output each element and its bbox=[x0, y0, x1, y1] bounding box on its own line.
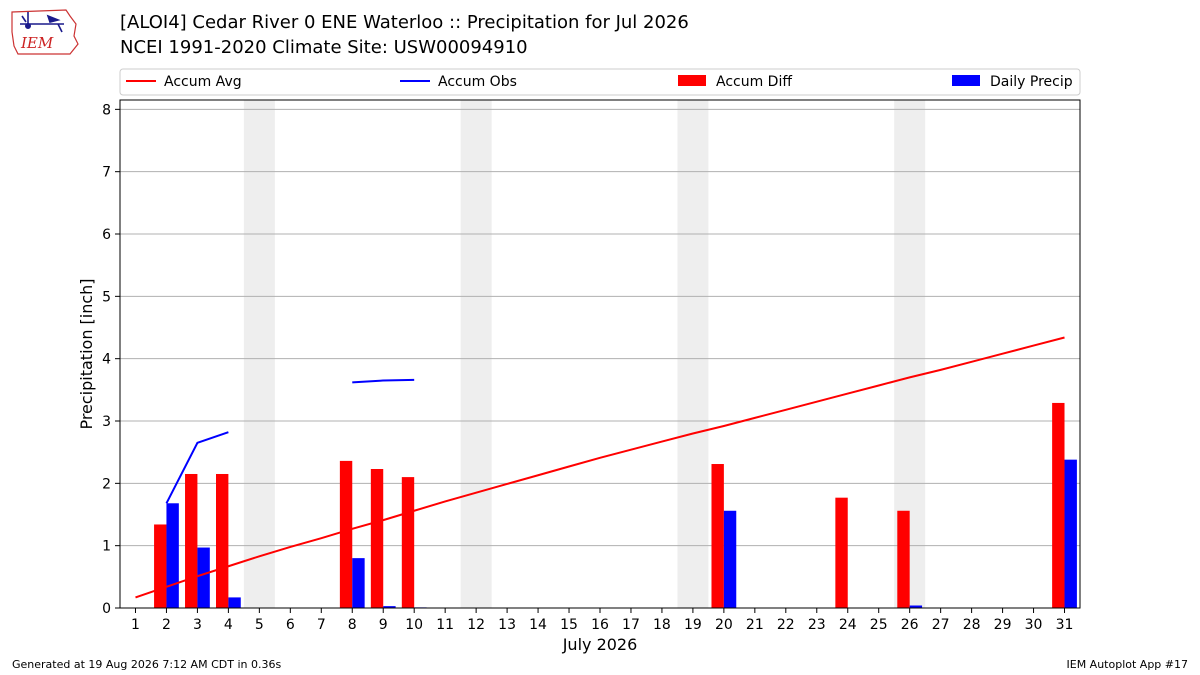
daily-precip-bar bbox=[1064, 459, 1077, 608]
accum-diff-bar bbox=[154, 524, 167, 608]
y-tick-label: 7 bbox=[102, 165, 111, 181]
x-tick-label: 2 bbox=[162, 617, 171, 633]
accum-obs-line bbox=[165, 431, 229, 504]
x-tick-label: 22 bbox=[777, 617, 795, 633]
iem-logo-text: IEM bbox=[20, 34, 54, 52]
accum-diff-bar bbox=[216, 473, 229, 608]
accum-diff-bar bbox=[1052, 402, 1065, 608]
x-tick-label: 29 bbox=[994, 617, 1012, 633]
y-axis-label: Precipitation [inch] bbox=[77, 278, 96, 429]
legend-box bbox=[119, 68, 1081, 96]
x-tick-label: 19 bbox=[684, 617, 702, 633]
y-tick-label: 3 bbox=[102, 414, 111, 430]
x-tick-label: 24 bbox=[839, 617, 857, 633]
weekend-band bbox=[243, 100, 275, 608]
y-tick-label: 5 bbox=[102, 289, 111, 305]
x-tick-label: 8 bbox=[348, 617, 357, 633]
x-tick-label: 28 bbox=[963, 617, 981, 633]
daily-precip-bar bbox=[197, 547, 210, 608]
legend-patch-swatch bbox=[678, 75, 706, 86]
x-tick-label: 21 bbox=[746, 617, 764, 633]
y-tick-label: 8 bbox=[102, 102, 111, 118]
legend-patch-swatch bbox=[952, 75, 980, 86]
accum-diff-bar bbox=[370, 469, 384, 608]
x-tick-label: 16 bbox=[591, 617, 609, 633]
x-tick-label: 18 bbox=[653, 617, 671, 633]
accum-obs-line bbox=[352, 378, 415, 384]
x-tick-label: 3 bbox=[193, 617, 202, 633]
legend-label: Accum Diff bbox=[716, 74, 792, 90]
autoplot-app-label: IEM Autoplot App #17 bbox=[1066, 658, 1189, 671]
accum-diff-bar bbox=[401, 477, 415, 608]
weekend-band bbox=[677, 100, 709, 608]
x-tick-label: 31 bbox=[1056, 617, 1074, 633]
daily-precip-bar bbox=[909, 605, 923, 608]
x-tick-label: 4 bbox=[224, 617, 233, 633]
accum-diff-bar bbox=[339, 460, 353, 608]
y-tick-label: 4 bbox=[102, 352, 111, 368]
generated-timestamp: Generated at 19 Aug 2026 7:12 AM CDT in … bbox=[12, 658, 282, 671]
accum-diff-bar bbox=[711, 464, 724, 608]
chart-title: [ALOI4] Cedar River 0 ENE Waterloo :: Pr… bbox=[120, 12, 689, 33]
chart-subtitle: NCEI 1991-2020 Climate Site: USW00094910 bbox=[120, 37, 528, 58]
iem-logo: IEM bbox=[11, 9, 79, 55]
x-tick-label: 15 bbox=[560, 617, 578, 633]
weekend-band bbox=[460, 100, 492, 608]
x-tick-label: 26 bbox=[901, 617, 919, 633]
accum-diff-bar bbox=[835, 497, 848, 608]
accum-avg-line bbox=[135, 336, 1065, 599]
daily-precip-bar bbox=[166, 503, 179, 608]
accum-diff-bar bbox=[897, 510, 910, 608]
x-tick-label: 13 bbox=[498, 617, 516, 633]
x-tick-label: 11 bbox=[436, 617, 454, 633]
legend-label: Accum Obs bbox=[438, 74, 517, 90]
x-tick-label: 17 bbox=[622, 617, 640, 633]
x-tick-label: 9 bbox=[379, 617, 388, 633]
x-tick-label: 25 bbox=[870, 617, 888, 633]
daily-precip-bar bbox=[383, 606, 396, 608]
legend-label: Accum Avg bbox=[164, 74, 242, 90]
x-tick-label: 20 bbox=[715, 617, 733, 633]
x-tick-label: 7 bbox=[317, 617, 326, 633]
x-tick-label: 5 bbox=[255, 617, 264, 633]
y-tick-label: 0 bbox=[102, 601, 111, 617]
y-tick-label: 1 bbox=[102, 539, 111, 555]
x-tick-label: 27 bbox=[932, 617, 950, 633]
daily-precip-bar bbox=[723, 510, 737, 608]
legend-label: Daily Precip bbox=[990, 74, 1073, 90]
x-tick-label: 12 bbox=[467, 617, 485, 633]
daily-precip-bar bbox=[352, 558, 365, 608]
y-tick-label: 2 bbox=[102, 476, 111, 492]
x-tick-label: 23 bbox=[808, 617, 826, 633]
y-tick-label: 6 bbox=[102, 227, 111, 243]
x-tick-label: 14 bbox=[529, 617, 547, 633]
accum-diff-bar bbox=[185, 473, 198, 608]
x-tick-label: 10 bbox=[405, 617, 423, 633]
x-axis-label: July 2026 bbox=[562, 635, 638, 654]
weather-station-icon bbox=[20, 12, 64, 33]
daily-precip-bar bbox=[228, 597, 241, 608]
x-tick-label: 6 bbox=[286, 617, 295, 633]
x-tick-label: 30 bbox=[1025, 617, 1043, 633]
x-tick-label: 1 bbox=[131, 617, 140, 633]
